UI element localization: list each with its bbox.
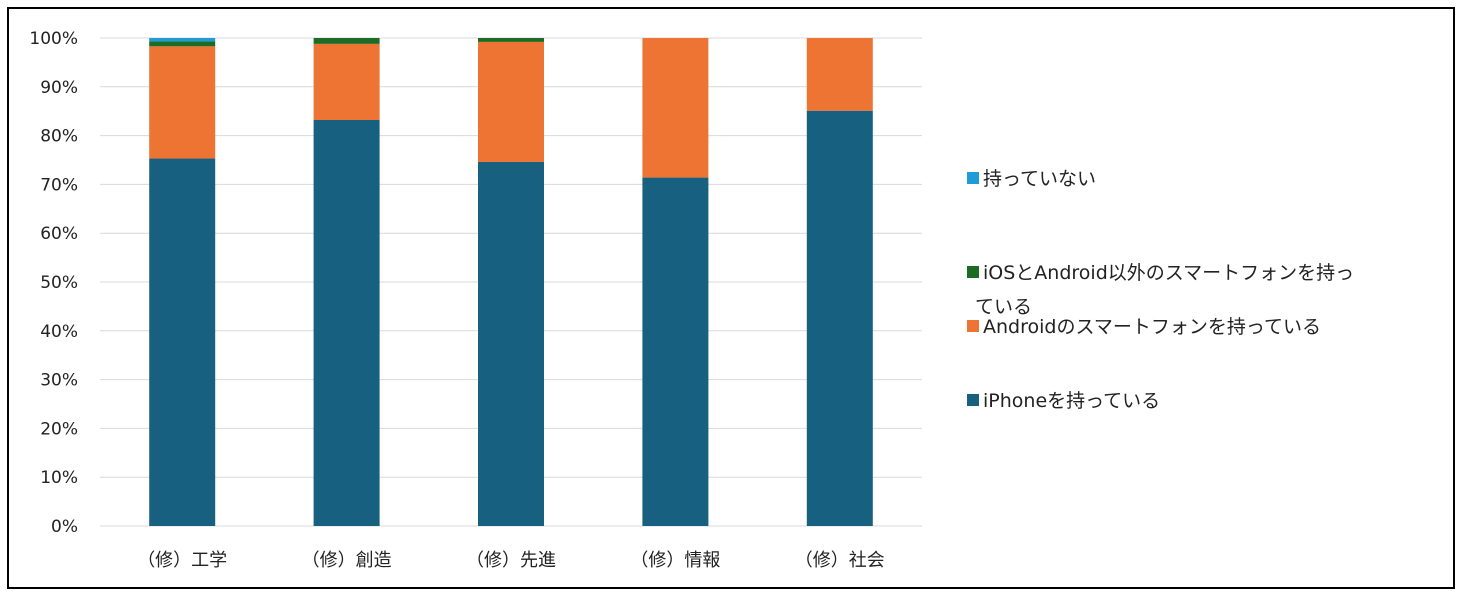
- y-tick-label: 60%: [40, 224, 78, 244]
- legend-label: 持っていない: [983, 168, 1096, 190]
- y-tick-label: 100%: [29, 29, 78, 49]
- x-category-label: （修）社会: [795, 550, 885, 571]
- y-tick-label: 30%: [40, 371, 78, 391]
- bar-segment: [149, 41, 216, 47]
- x-category-label: （修）情報: [630, 550, 720, 571]
- legend: 持っていない iOSとAndroid以外のスマートフォンを持っているAndroid…: [967, 168, 1354, 412]
- y-tick-label: 10%: [40, 468, 78, 488]
- bar-segment: [149, 38, 216, 42]
- bar-segment: [313, 43, 380, 120]
- y-tick-label: 20%: [40, 419, 78, 439]
- bars: [149, 38, 873, 526]
- legend-swatch: [967, 172, 979, 184]
- x-category-label: （修）先進: [466, 550, 556, 571]
- y-tick-label: 70%: [40, 175, 78, 195]
- bar-segment: [642, 38, 709, 178]
- bar-segment: [313, 38, 380, 44]
- y-tick-label: 50%: [40, 273, 78, 293]
- legend-label: Androidのスマートフォンを持っている: [983, 316, 1321, 338]
- chart-frame: [7, 7, 1455, 589]
- bar-segment: [806, 110, 873, 526]
- legend-label: ている: [975, 296, 1032, 318]
- y-tick-label: 80%: [40, 127, 78, 147]
- y-tick-label: 40%: [40, 322, 78, 342]
- x-category-label: （修）創造: [302, 550, 392, 571]
- bar-segment: [478, 41, 544, 162]
- bar-segment: [478, 161, 544, 526]
- y-tick-label: 0%: [51, 517, 78, 537]
- y-tick-label: 90%: [40, 78, 78, 98]
- legend-swatch: [967, 394, 979, 406]
- legend-swatch: [967, 320, 979, 332]
- x-category-label: （修）工学: [137, 550, 227, 571]
- bar-segment: [313, 119, 380, 526]
- bar-segment: [149, 158, 216, 526]
- bar-segment: [149, 46, 216, 159]
- legend-label: iPhoneを持っている: [983, 390, 1160, 412]
- x-axis-labels: （修）工学 （修）創造 （修）先進 （修）情報 （修）社会: [137, 550, 885, 571]
- bar-segment: [478, 38, 544, 42]
- y-axis-ticks: 0% 10% 20% 30% 40% 50% 60% 70% 80% 90% 100%: [29, 29, 78, 537]
- legend-label: iOSとAndroid以外のスマートフォンを持っ: [983, 262, 1354, 284]
- legend-swatch: [967, 266, 979, 278]
- bar-segment: [642, 177, 709, 526]
- bar-segment: [806, 38, 873, 111]
